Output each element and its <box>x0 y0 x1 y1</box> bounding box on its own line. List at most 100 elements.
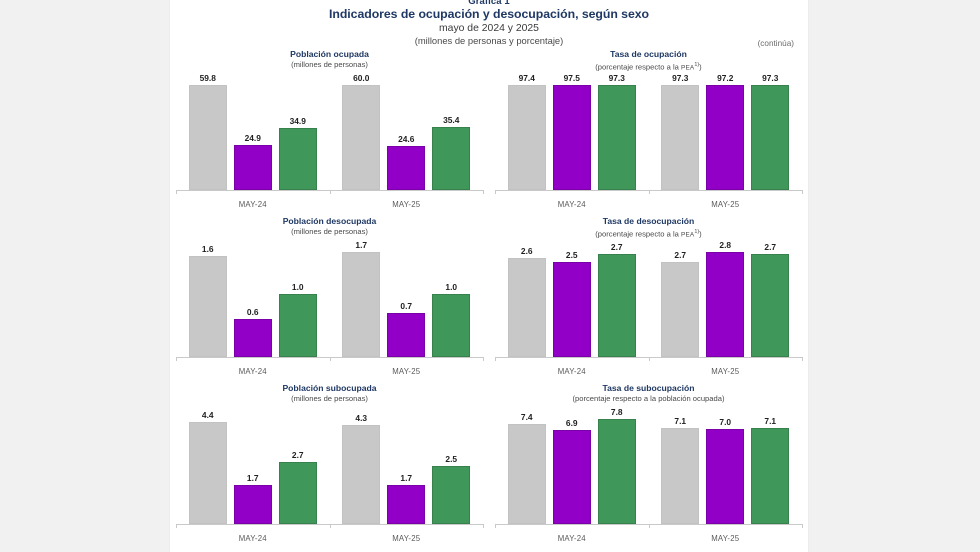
bar-rect[interactable] <box>342 425 381 524</box>
bar-rect[interactable] <box>552 262 591 357</box>
bar-rect[interactable] <box>661 85 700 190</box>
bar-mujeres-may-25[interactable]: 2.8 <box>706 240 745 357</box>
bar-hombres-may-25[interactable]: 2.5 <box>432 407 471 524</box>
bar-rect[interactable] <box>233 319 272 357</box>
bar-total-may-24[interactable]: 4.4 <box>188 407 227 524</box>
bar-value-label: 60.0 <box>353 73 370 83</box>
figure-units: (millones de personas y porcentaje) <box>414 35 564 46</box>
bar-rect[interactable] <box>233 145 272 190</box>
bar-rect[interactable] <box>278 128 317 190</box>
bar-hombres-may-24[interactable]: 7.8 <box>597 407 636 524</box>
bar-rect[interactable] <box>188 422 227 524</box>
figure-number: Gráfica 1 <box>468 0 510 7</box>
bar-rect[interactable] <box>507 85 546 190</box>
bar-rect[interactable] <box>706 85 745 190</box>
bar-value-label: 4.4 <box>201 410 214 420</box>
bar-mujeres-may-25[interactable]: 24.6 <box>387 73 426 190</box>
bar-rect[interactable] <box>387 146 426 190</box>
bar-rect[interactable] <box>432 294 471 357</box>
bar-hombres-may-25[interactable]: 97.3 <box>751 73 790 190</box>
bar-total-may-25[interactable]: 2.7 <box>661 240 700 357</box>
chart-subtitle: (porcentaje respecto a la población ocup… <box>572 394 725 403</box>
bar-hombres-may-24[interactable]: 2.7 <box>278 407 317 524</box>
bar-rect[interactable] <box>706 429 745 524</box>
bar-rect[interactable] <box>552 85 591 190</box>
bar-value-label: 97.3 <box>672 73 689 83</box>
bar-hombres-may-25[interactable]: 1.0 <box>432 240 471 357</box>
plot-area: 7.4 6.9 7.8 7.1 7.0 7.1 <box>495 407 803 528</box>
bar-rect[interactable] <box>507 258 546 357</box>
bar-hombres-may-24[interactable]: 1.0 <box>278 240 317 357</box>
bar-hombres-may-24[interactable]: 34.9 <box>278 73 317 190</box>
bar-rect[interactable] <box>751 254 790 357</box>
x-axis-label-may-25: MAY-25 <box>392 534 421 543</box>
x-axis-label-may-24: MAY-24 <box>557 534 586 543</box>
bar-total-may-25[interactable]: 4.3 <box>342 407 381 524</box>
bar-rect[interactable] <box>597 85 636 190</box>
bar-mujeres-may-24[interactable]: 24.9 <box>233 73 272 190</box>
bar-mujeres-may-24[interactable]: 97.5 <box>552 73 591 190</box>
bar-rect[interactable] <box>751 428 790 524</box>
chart-title: Población ocupada <box>290 49 369 59</box>
bar-mujeres-may-24[interactable]: 0.6 <box>233 240 272 357</box>
x-axis-label-may-24: MAY-24 <box>238 200 267 209</box>
x-axis-tick <box>176 357 177 361</box>
bar-group-may-25: 4.3 1.7 2.5 <box>330 407 484 524</box>
bar-rect[interactable] <box>278 294 317 357</box>
bar-hombres-may-25[interactable]: 35.4 <box>432 73 471 190</box>
bar-rect[interactable] <box>188 85 227 190</box>
chart-subtitle: (millones de personas) <box>291 227 368 236</box>
bar-total-may-25[interactable]: 1.7 <box>342 240 381 357</box>
bar-mujeres-may-25[interactable]: 1.7 <box>387 407 426 524</box>
bar-value-label: 97.3 <box>762 73 779 83</box>
bar-total-may-24[interactable]: 97.4 <box>507 73 546 190</box>
bar-group-may-24: 4.4 1.7 2.7 <box>176 407 330 524</box>
x-axis-tick <box>802 524 803 528</box>
bar-mujeres-may-25[interactable]: 7.0 <box>706 407 745 524</box>
bar-total-may-25[interactable]: 7.1 <box>661 407 700 524</box>
bar-hombres-may-24[interactable]: 97.3 <box>597 73 636 190</box>
bar-rect[interactable] <box>661 428 700 524</box>
bar-rect[interactable] <box>661 262 700 357</box>
bar-groups: 7.4 6.9 7.8 7.1 7.0 7.1 <box>495 407 802 524</box>
bar-rect[interactable] <box>387 313 426 357</box>
chart-panel-poblacion-desocupada: Población desocupada (millones de persona… <box>170 213 489 380</box>
bar-total-may-24[interactable]: 1.6 <box>188 240 227 357</box>
chart-subtitle: (millones de personas) <box>291 60 368 69</box>
bar-total-may-24[interactable]: 2.6 <box>507 240 546 357</box>
bar-rect[interactable] <box>751 85 790 190</box>
bar-rect[interactable] <box>278 462 317 524</box>
bar-rect[interactable] <box>342 252 381 357</box>
bar-rect[interactable] <box>507 424 546 524</box>
bar-rect[interactable] <box>387 485 426 524</box>
bar-value-label: 2.7 <box>291 450 304 460</box>
bar-total-may-24[interactable]: 59.8 <box>188 73 227 190</box>
chart-panel-tasa-de-ocupacion: Tasa de ocupación (porcentaje respecto a … <box>489 46 808 213</box>
bar-mujeres-may-24[interactable]: 1.7 <box>233 407 272 524</box>
bar-mujeres-may-25[interactable]: 0.7 <box>387 240 426 357</box>
bar-mujeres-may-25[interactable]: 97.2 <box>706 73 745 190</box>
bar-mujeres-may-24[interactable]: 6.9 <box>552 407 591 524</box>
bar-rect[interactable] <box>342 85 381 190</box>
bar-total-may-25[interactable]: 60.0 <box>342 73 381 190</box>
bar-mujeres-may-24[interactable]: 2.5 <box>552 240 591 357</box>
bar-rect[interactable] <box>233 485 272 524</box>
bar-rect[interactable] <box>706 252 745 357</box>
bar-hombres-may-24[interactable]: 2.7 <box>597 240 636 357</box>
bar-value-label: 1.7 <box>246 473 259 483</box>
x-axis-labels: MAY-24 MAY-25 <box>495 367 802 376</box>
plot-area: 97.4 97.5 97.3 97.3 97.2 97.3 <box>495 73 803 194</box>
bar-group-may-25: 7.1 7.0 7.1 <box>649 407 803 524</box>
bar-rect[interactable] <box>597 254 636 357</box>
bar-total-may-24[interactable]: 7.4 <box>507 407 546 524</box>
bar-rect[interactable] <box>597 419 636 524</box>
bar-hombres-may-25[interactable]: 2.7 <box>751 240 790 357</box>
plot-area: 2.6 2.5 2.7 2.7 2.8 2.7 <box>495 240 803 361</box>
bar-rect[interactable] <box>432 127 471 190</box>
bar-hombres-may-25[interactable]: 7.1 <box>751 407 790 524</box>
bar-rect[interactable] <box>432 466 471 524</box>
bar-rect[interactable] <box>188 256 227 357</box>
bar-total-may-25[interactable]: 97.3 <box>661 73 700 190</box>
bar-rect[interactable] <box>552 430 591 524</box>
